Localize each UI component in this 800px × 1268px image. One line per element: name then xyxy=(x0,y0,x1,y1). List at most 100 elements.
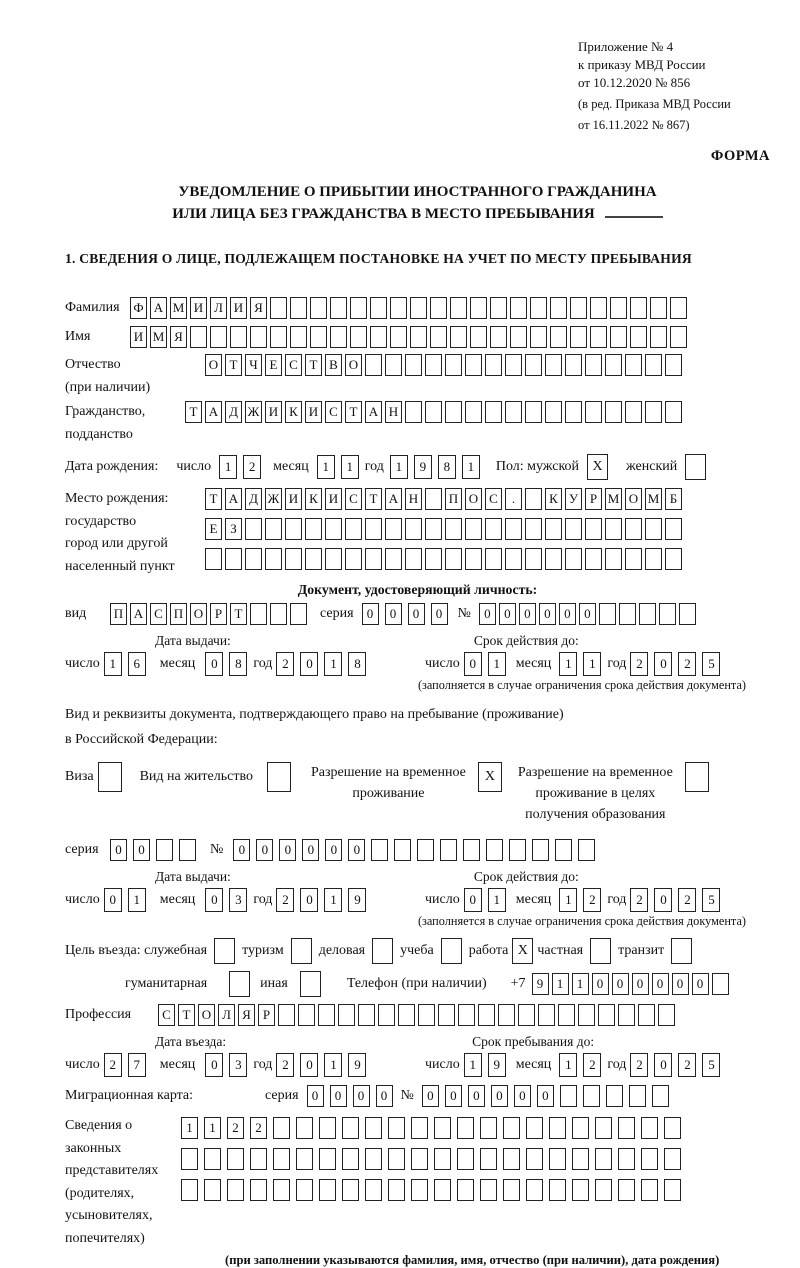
char-cell[interactable] xyxy=(582,1085,600,1107)
char-cell[interactable] xyxy=(370,326,387,348)
char-cell[interactable]: 2 xyxy=(630,1053,649,1077)
char-cell[interactable] xyxy=(365,548,382,570)
char-cell[interactable] xyxy=(318,1004,335,1026)
char-cell[interactable]: Б xyxy=(665,488,682,510)
char-cell[interactable] xyxy=(365,1117,382,1139)
char-cell[interactable] xyxy=(658,1004,675,1026)
char-cell[interactable]: 9 xyxy=(348,1053,367,1077)
char-cell[interactable]: 1 xyxy=(219,455,238,479)
char-cell[interactable] xyxy=(625,401,642,423)
char-cell[interactable]: 9 xyxy=(413,455,432,479)
char-cell[interactable]: 0 xyxy=(133,839,150,861)
char-cell[interactable] xyxy=(590,326,607,348)
char-cell[interactable]: Л xyxy=(218,1004,235,1026)
char-cell[interactable] xyxy=(438,1004,455,1026)
char-cell[interactable] xyxy=(525,354,542,376)
char-cell[interactable] xyxy=(595,1148,612,1170)
char-cell[interactable] xyxy=(480,1148,497,1170)
char-cell[interactable] xyxy=(405,548,422,570)
char-cell[interactable]: 1 xyxy=(181,1117,198,1139)
char-cell[interactable]: 9 xyxy=(531,973,549,995)
char-cell[interactable]: 0 xyxy=(651,973,669,995)
char-cell[interactable] xyxy=(417,839,435,861)
char-cell[interactable] xyxy=(325,548,342,570)
char-cell[interactable] xyxy=(388,1117,405,1139)
char-cell[interactable]: 1 xyxy=(461,455,480,479)
char-cell[interactable] xyxy=(480,1117,497,1139)
char-cell[interactable]: 0 xyxy=(256,839,274,861)
char-cell[interactable] xyxy=(290,326,307,348)
char-cell[interactable] xyxy=(585,548,602,570)
char-cell[interactable] xyxy=(265,548,282,570)
char-cell[interactable]: 2 xyxy=(678,888,697,912)
char-cell[interactable] xyxy=(510,297,527,319)
char-cell[interactable]: М xyxy=(170,297,187,319)
char-cell[interactable] xyxy=(425,488,442,510)
char-cell[interactable] xyxy=(550,297,567,319)
char-cell[interactable] xyxy=(572,1148,589,1170)
char-cell[interactable] xyxy=(549,1179,566,1201)
char-cell[interactable] xyxy=(319,1117,336,1139)
char-cell[interactable]: 0 xyxy=(463,888,482,912)
char-cell[interactable]: Р xyxy=(585,488,602,510)
char-cell[interactable]: 0 xyxy=(103,888,122,912)
char-cell[interactable] xyxy=(618,1148,635,1170)
char-cell[interactable] xyxy=(650,297,667,319)
char-cell[interactable] xyxy=(405,518,422,540)
char-cell[interactable] xyxy=(605,548,622,570)
char-cell[interactable]: Н xyxy=(405,488,422,510)
char-cell[interactable] xyxy=(394,839,412,861)
char-cell[interactable]: 1 xyxy=(204,1117,221,1139)
char-cell[interactable] xyxy=(558,1004,575,1026)
char-cell[interactable] xyxy=(503,1148,520,1170)
char-cell[interactable] xyxy=(505,354,522,376)
char-cell[interactable] xyxy=(485,401,502,423)
char-cell[interactable] xyxy=(638,603,656,625)
char-cell[interactable]: 8 xyxy=(229,652,248,676)
char-cell[interactable]: 0 xyxy=(490,1085,508,1107)
char-cell[interactable]: 0 xyxy=(205,1053,224,1077)
char-cell[interactable] xyxy=(345,548,362,570)
char-cell[interactable]: 2 xyxy=(583,888,602,912)
char-cell[interactable] xyxy=(595,1179,612,1201)
char-cell[interactable] xyxy=(526,1148,543,1170)
char-cell[interactable] xyxy=(411,1117,428,1139)
char-cell[interactable] xyxy=(405,401,422,423)
char-cell[interactable]: 0 xyxy=(300,888,319,912)
char-cell[interactable] xyxy=(498,1004,515,1026)
char-cell[interactable] xyxy=(711,973,729,995)
char-cell[interactable] xyxy=(181,1148,198,1170)
char-cell[interactable] xyxy=(440,839,458,861)
char-cell[interactable] xyxy=(470,297,487,319)
char-cell[interactable]: О xyxy=(625,488,642,510)
char-cell[interactable]: Т xyxy=(178,1004,195,1026)
char-cell[interactable]: 8 xyxy=(437,455,456,479)
char-cell[interactable] xyxy=(450,297,467,319)
edu-permit-checkbox[interactable] xyxy=(684,762,709,792)
char-cell[interactable]: Т xyxy=(225,354,242,376)
char-cell[interactable] xyxy=(505,518,522,540)
char-cell[interactable] xyxy=(645,518,662,540)
char-cell[interactable]: 2 xyxy=(678,652,697,676)
char-cell[interactable] xyxy=(358,1004,375,1026)
char-cell[interactable] xyxy=(398,1004,415,1026)
char-cell[interactable] xyxy=(411,1179,428,1201)
char-cell[interactable] xyxy=(665,354,682,376)
char-cell[interactable] xyxy=(605,401,622,423)
char-cell[interactable] xyxy=(434,1179,451,1201)
char-cell[interactable] xyxy=(298,1004,315,1026)
char-cell[interactable]: 1 xyxy=(487,652,506,676)
char-cell[interactable]: Т xyxy=(205,488,222,510)
char-cell[interactable] xyxy=(598,603,616,625)
char-cell[interactable] xyxy=(549,1148,566,1170)
char-cell[interactable] xyxy=(590,297,607,319)
purpose-official-checkbox[interactable] xyxy=(214,938,236,964)
